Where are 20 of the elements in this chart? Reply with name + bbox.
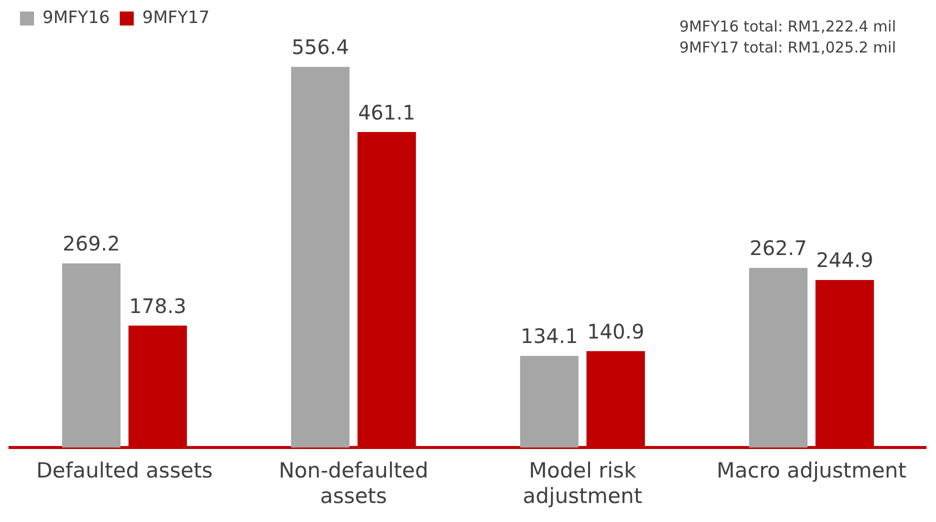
bar — [520, 356, 579, 448]
x-tick-label: Non-defaulted assets — [278, 458, 428, 508]
text: 9MFY17 total: RM1,025.2 mil — [679, 38, 896, 56]
x-tick-label: Macro adjustment — [716, 458, 906, 483]
legend-label: 9MFY17 — [142, 8, 210, 28]
data-label: 262.7 — [750, 236, 807, 260]
data-label: 244.9 — [816, 248, 874, 272]
data-label: 461.1 — [358, 100, 416, 124]
data-label: 134.1 — [520, 324, 578, 348]
bar — [62, 263, 121, 448]
x-tick-label: Model risk adjustment — [522, 458, 642, 508]
bar — [749, 268, 808, 448]
data-label: 140.9 — [587, 319, 644, 344]
data-label: 178.3 — [129, 294, 186, 318]
legend-label: 9MFY16 — [42, 8, 110, 28]
bar — [291, 66, 350, 448]
text: 9MFY16 total: RM1,222.4 mil — [679, 17, 896, 36]
x-tick-label: Defaulted assets — [36, 458, 213, 483]
data-label: 556.4 — [292, 35, 349, 60]
data-label: 269.2 — [62, 232, 120, 256]
